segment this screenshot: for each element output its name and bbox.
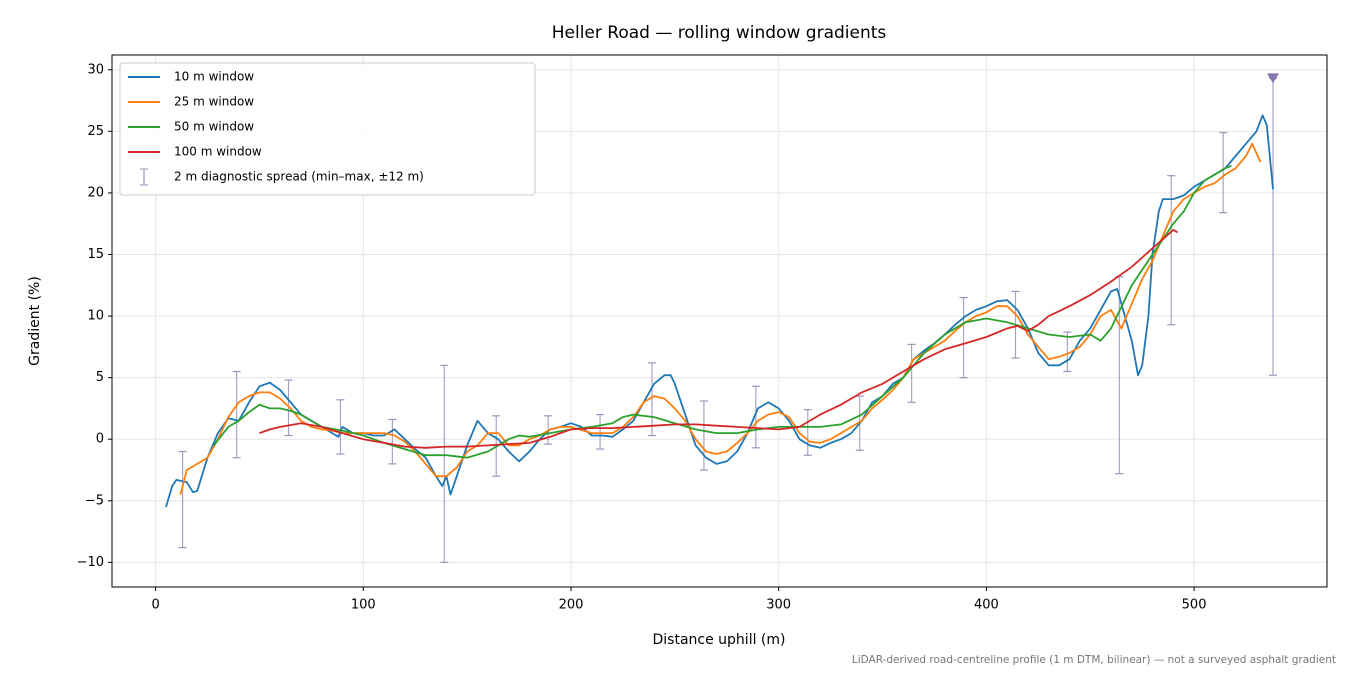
x-tick-label: 500 [1182,598,1207,613]
chart-title: Heller Road — rolling window gradients [552,23,887,43]
footnote: LiDAR-derived road-centreline profile (1… [852,654,1336,666]
legend: 10 m window 25 m window 50 m window 100 m w… [119,62,536,196]
y-tick-label: 5 [96,370,104,385]
plot-frame [111,54,1328,588]
x-tick-label: 300 [766,598,791,613]
y-tick-label: 20 [87,185,104,200]
y-tick-label: 0 [96,432,104,447]
x-tick-label: 400 [974,598,999,613]
legend-box [119,62,536,196]
y-axis-label: Gradient (%) [27,276,43,366]
y-tick-label: −10 [77,555,104,570]
x-tick-label: 200 [559,598,584,613]
legend-label: 2 m diagnostic spread (min–max, ±12 m) [174,170,424,184]
error-marker [1267,73,1279,84]
y-tick-label: 10 [87,309,104,324]
legend-label: 100 m window [174,145,262,159]
y-tick-label: 25 [87,124,104,139]
x-axis-label: Distance uphill (m) [653,632,786,648]
legend-label: 50 m window [174,120,254,134]
legend-label: 10 m window [174,70,254,84]
y-tick-label: 15 [87,247,104,262]
legend-label: 25 m window [174,95,254,109]
series-line [259,229,1178,449]
x-tick-label: 100 [351,598,376,613]
y-tick-label: 30 [87,62,104,77]
y-tick-label: −5 [85,493,104,508]
x-tick-label: 0 [151,598,159,613]
